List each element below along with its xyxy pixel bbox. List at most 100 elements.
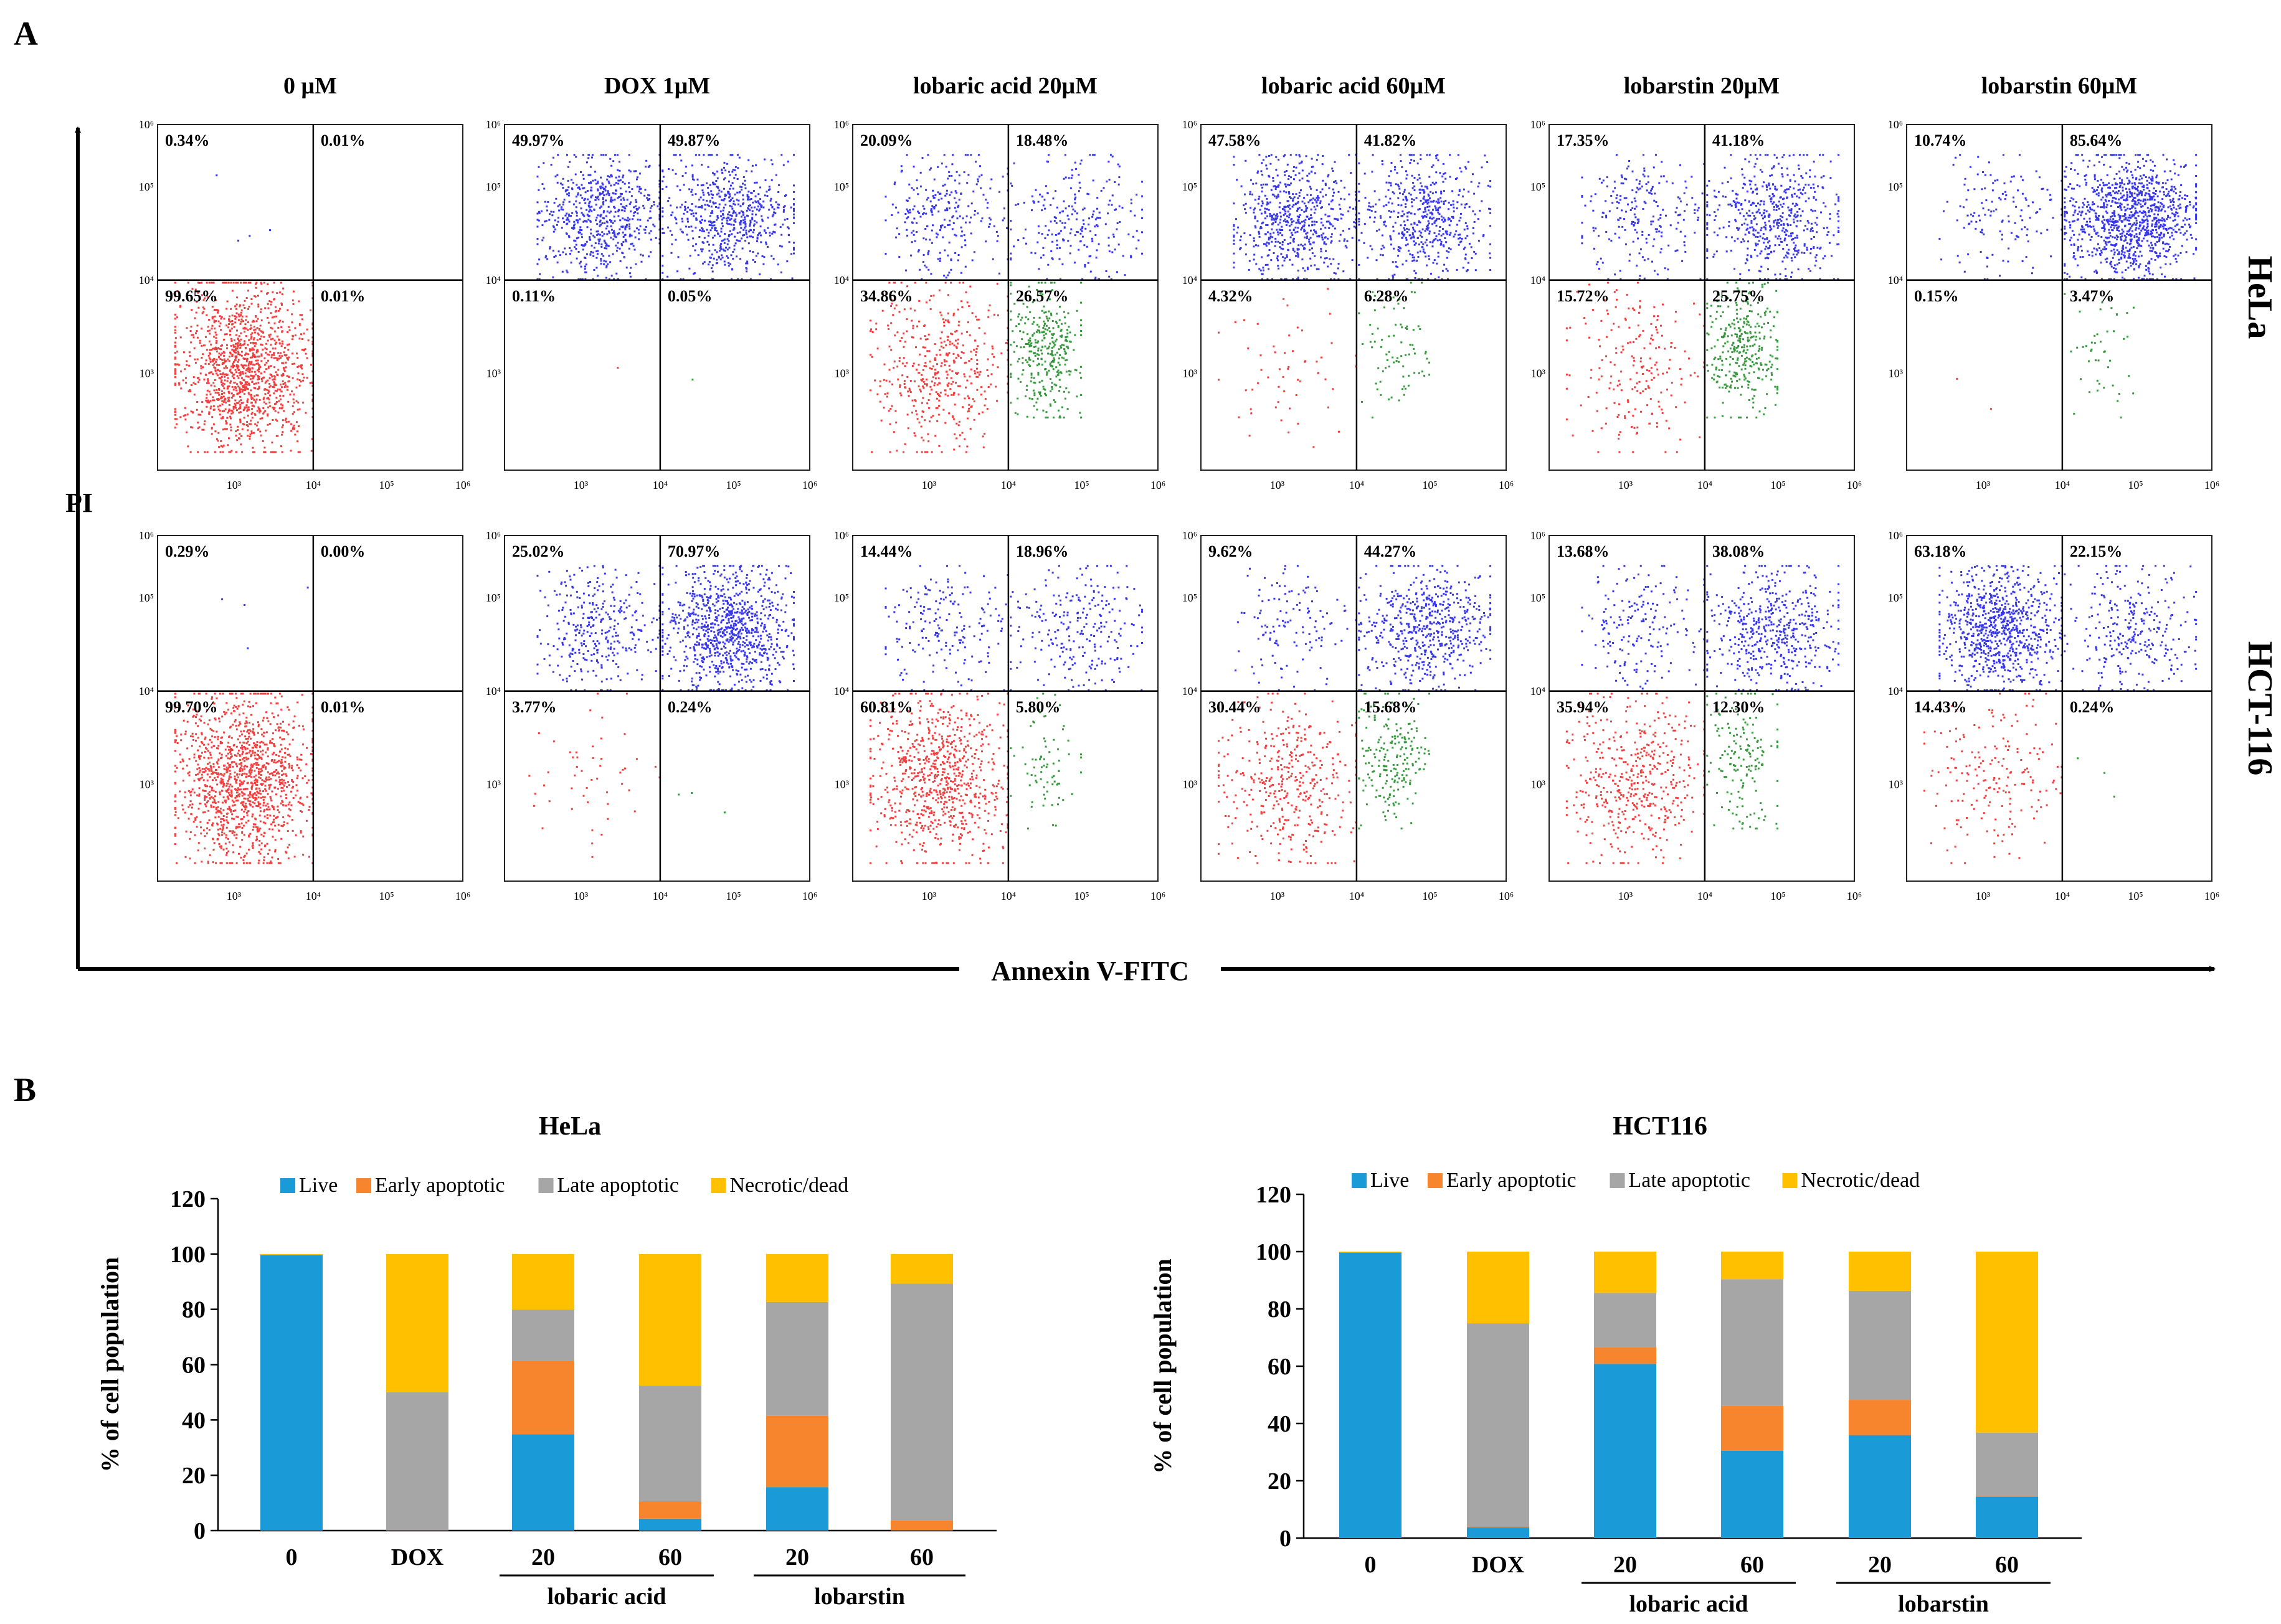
bar-segment-early-apoptotic (1594, 1347, 1656, 1364)
y-tick-label: 10⁴ (139, 685, 154, 697)
dot-population (617, 367, 619, 369)
column-header: 0 μM (283, 73, 337, 99)
dot-population (870, 281, 1009, 453)
quadrant-ur-value: 44.27% (1364, 542, 1417, 560)
dot-plot: 10³ 10⁴ 10⁵ 10⁶ 10³ 10⁴ 10⁵ 10⁶ 25.02% 70.97% 3.77… (486, 529, 817, 902)
bar-segment-early-apoptotic (512, 1361, 574, 1435)
quadrant-lr-value: 0.05% (668, 287, 713, 305)
x-tick-label: 10⁴ (1001, 890, 1016, 902)
bar-segment-late-apoptotic (512, 1310, 574, 1361)
plot-frame (504, 535, 810, 882)
dot-population (1956, 377, 1992, 410)
bar-segment-necrotic-dead (891, 1253, 953, 1284)
quadrant-ll-value: 35.94% (1557, 698, 1610, 716)
quadrant-ul-value: 10.74% (1914, 131, 1967, 149)
x-tick-label: 10³ (922, 479, 937, 491)
dot-population (1233, 154, 1357, 280)
x-tick-label: 10⁴ (1697, 890, 1712, 902)
y-tick-label: 80 (1268, 1296, 1291, 1323)
dot-population (1358, 154, 1492, 280)
quadrant-ll-value: 30.44% (1208, 698, 1261, 716)
y-tick-label: 10⁵ (834, 181, 849, 193)
plot-frame (157, 535, 463, 882)
x-tick-label: 10⁴ (306, 890, 321, 902)
dot-plot: 10³ 10⁴ 10⁵ 10⁶ 10³ 10⁴ 10⁵ 10⁶ 9.62% 44.27% 30.44… (1182, 529, 1514, 902)
y-tick-label: 10⁴ (1182, 274, 1197, 286)
quadrant-lr-value: 0.24% (2070, 698, 2115, 716)
legend-label: Necrotic/dead (1801, 1169, 1920, 1192)
x-tick-label: 60 (658, 1544, 682, 1570)
x-tick-label: 10⁵ (726, 479, 741, 491)
x-tick-label: 60 (910, 1544, 934, 1570)
annexin-axis-label: Annexin V-FITC (991, 956, 1188, 986)
quadrant-ul-value: 13.68% (1557, 542, 1610, 560)
x-tick-label: 10⁶ (1847, 890, 1862, 902)
quadrant-ul-value: 17.35% (1557, 131, 1610, 149)
x-tick-label: 60 (1740, 1552, 1764, 1578)
x-tick-label: 10³ (1976, 890, 1991, 902)
dot-population (1218, 692, 1357, 864)
y-tick-label: 10³ (1889, 778, 1904, 791)
x-tick-label: 10⁶ (802, 890, 817, 902)
x-tick-label: 10⁶ (1499, 479, 1514, 491)
y-tick-label: 60 (182, 1353, 206, 1379)
column-header: lobaric acid 20μM (913, 73, 1098, 99)
legend-label: Live (1370, 1169, 1409, 1192)
dot-population (536, 154, 661, 280)
quadrant-ul-value: 25.02% (512, 542, 565, 560)
x-tick-label: 10³ (574, 479, 589, 491)
dot-plot: 10³ 10⁴ 10⁵ 10⁶ 10³ 10⁴ 10⁵ 10⁶ 0.34% 0.01% 99.65%… (139, 118, 470, 491)
x-tick-label: 10⁴ (653, 479, 668, 491)
dot-cloud (870, 154, 1143, 453)
bar-segment-live (639, 1518, 701, 1531)
quadrant-ur-value: 18.48% (1016, 131, 1069, 149)
plot-frame (1906, 124, 2212, 471)
x-tick-label: 10⁴ (1001, 479, 1016, 491)
group-label: lobaric acid (1629, 1591, 1748, 1617)
dot-population (2064, 565, 2198, 691)
row-label: HCT-116 (2241, 641, 2279, 776)
y-tick-label: 10⁴ (1530, 685, 1545, 697)
x-tick-label: 10⁶ (1847, 479, 1862, 491)
dot-population (1581, 565, 1705, 690)
bar-chart: HeLa 0 20 40 60 80 100 120 % of cell population 0… (96, 1112, 997, 1610)
bar-segment-necrotic-dead (1467, 1252, 1529, 1324)
bar-segment-necrotic-dead (639, 1253, 701, 1386)
x-tick-label: 20 (531, 1544, 555, 1570)
quadrant-ul-value: 20.09% (860, 131, 913, 149)
legend-swatch (538, 1178, 554, 1193)
bar-segment-live (766, 1487, 828, 1531)
bar-segment-late-apoptotic (766, 1301, 828, 1416)
quadrant-lr-value: 3.47% (2070, 287, 2115, 305)
y-tick-label: 10⁵ (486, 181, 501, 193)
quadrant-lr-value: 26.57% (1016, 287, 1069, 305)
quadrant-ur-value: 49.87% (668, 131, 721, 149)
quadrant-ul-value: 14.44% (860, 542, 913, 560)
quadrant-ll-value: 99.70% (165, 698, 218, 716)
y-tick-label: 10⁶ (486, 529, 501, 542)
pi-axis-label: PI (65, 488, 93, 518)
dot-population (2077, 757, 2115, 798)
column-header: lobaric acid 60μM (1261, 73, 1446, 99)
y-tick-label: 10³ (1889, 367, 1904, 380)
y-tick-label: 10⁶ (1182, 529, 1197, 542)
y-tick-label: 10⁶ (834, 529, 849, 542)
y-tick-label: 10⁶ (1888, 118, 1903, 131)
plot-frame (1906, 535, 2212, 882)
bar-segment-late-apoptotic (386, 1392, 448, 1531)
bar-segment-necrotic-dead (386, 1253, 448, 1392)
dot-population (662, 565, 795, 691)
y-tick-label: 10⁶ (1888, 529, 1903, 542)
y-tick-label: 20 (182, 1463, 206, 1489)
panel-b-label: B (14, 1071, 36, 1108)
legend-label: Necrotic/dead (730, 1174, 849, 1197)
quadrant-ur-value: 38.08% (1712, 542, 1765, 560)
legend-swatch (711, 1178, 726, 1193)
x-tick-label: 10⁵ (1074, 890, 1089, 902)
y-tick-label: 10⁴ (1888, 685, 1903, 697)
x-tick-label: 10⁴ (653, 890, 668, 902)
bar-charts: HeLa 0 20 40 60 80 100 120 % of cell population 0… (96, 1112, 2082, 1617)
row-label: HeLa (2241, 256, 2279, 339)
plot-frame (1200, 124, 1507, 471)
quadrant-ll-value: 4.32% (1208, 287, 1253, 305)
